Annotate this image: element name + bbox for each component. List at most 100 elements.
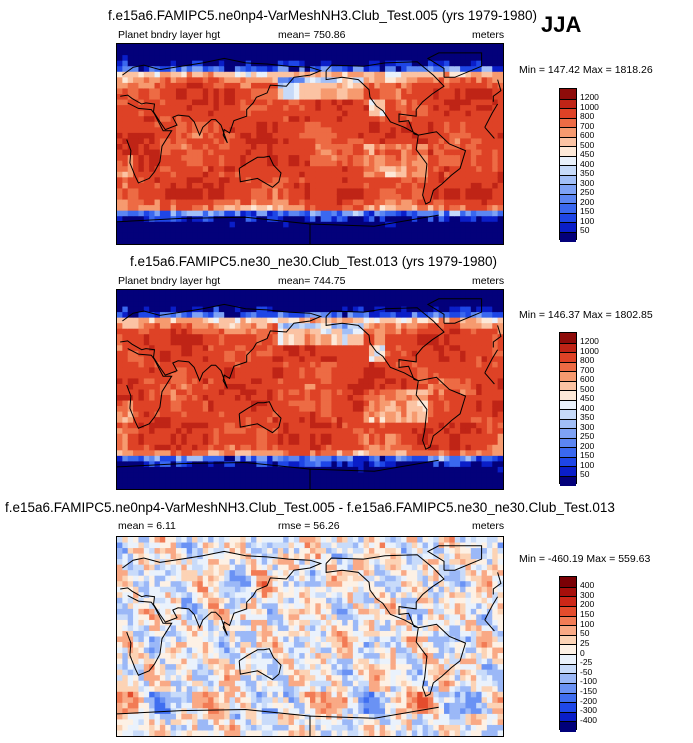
field-cell bbox=[133, 177, 140, 184]
field-cell bbox=[138, 160, 145, 167]
field-cell bbox=[395, 417, 402, 424]
field-cell bbox=[181, 389, 188, 396]
field-cell bbox=[165, 455, 172, 462]
field-cell bbox=[277, 439, 284, 446]
field-cell bbox=[417, 88, 424, 95]
field-cell bbox=[395, 433, 402, 440]
field-cell bbox=[251, 417, 257, 424]
field-cell bbox=[385, 439, 392, 446]
field-cell bbox=[159, 138, 166, 145]
field-cell bbox=[261, 439, 268, 446]
field-cell bbox=[460, 367, 467, 374]
field-cell bbox=[465, 94, 472, 101]
field-cell bbox=[385, 44, 392, 51]
field-cell bbox=[374, 44, 381, 51]
field-cell bbox=[417, 227, 424, 234]
field-cell bbox=[283, 395, 290, 402]
field-cell bbox=[293, 317, 300, 324]
field-cell bbox=[143, 361, 150, 368]
field-cell bbox=[470, 60, 477, 67]
field-cell bbox=[374, 295, 381, 302]
field-cell bbox=[476, 88, 483, 95]
field-cell bbox=[175, 334, 182, 341]
field-cell bbox=[267, 88, 274, 95]
field-cell bbox=[326, 177, 333, 184]
field-cell bbox=[374, 149, 381, 156]
field-cell bbox=[272, 127, 279, 134]
field-cell bbox=[245, 205, 252, 212]
field-cell bbox=[390, 389, 397, 396]
field-cell bbox=[411, 378, 418, 385]
field-cell bbox=[277, 49, 284, 56]
colorbar-tick bbox=[560, 136, 576, 138]
field-cell bbox=[331, 422, 338, 429]
field-cell bbox=[368, 188, 375, 195]
field-cell bbox=[444, 132, 450, 140]
field-cell bbox=[379, 160, 386, 167]
field-cell bbox=[127, 166, 134, 173]
field-cell bbox=[154, 160, 161, 167]
field-cell bbox=[261, 290, 268, 297]
field-cell bbox=[460, 345, 467, 352]
field-cell bbox=[197, 466, 204, 474]
field-cell bbox=[390, 312, 397, 319]
field-cell bbox=[363, 350, 370, 357]
field-cell bbox=[208, 378, 215, 385]
field-cell bbox=[417, 105, 424, 112]
field-cell bbox=[433, 227, 440, 234]
field-cell bbox=[138, 71, 145, 78]
field-cell bbox=[181, 110, 188, 117]
field-cell bbox=[218, 149, 225, 156]
field-cell bbox=[417, 428, 424, 435]
field-cell bbox=[368, 88, 375, 95]
field-cell bbox=[449, 400, 456, 407]
field-cell bbox=[422, 160, 429, 167]
field-cell bbox=[197, 155, 204, 162]
field-cell bbox=[208, 389, 215, 396]
field-cell bbox=[133, 422, 140, 429]
field-cell bbox=[304, 99, 311, 106]
field-cell bbox=[460, 221, 467, 228]
field-cell bbox=[347, 149, 354, 156]
field-cell bbox=[197, 44, 204, 51]
field-cell bbox=[454, 350, 461, 357]
field-cell bbox=[320, 210, 327, 217]
field-cell bbox=[395, 232, 402, 240]
field-cell bbox=[427, 350, 434, 357]
field-cell bbox=[379, 295, 386, 302]
field-cell bbox=[277, 389, 284, 396]
field-cell bbox=[406, 295, 413, 302]
field-cell bbox=[192, 116, 199, 123]
field-cell bbox=[165, 439, 172, 446]
field-cell bbox=[326, 149, 333, 156]
field-cell bbox=[133, 466, 140, 474]
field-cell bbox=[326, 171, 333, 178]
field-cell bbox=[385, 461, 392, 468]
field-cell bbox=[234, 339, 241, 346]
field-cell bbox=[326, 400, 333, 407]
field-cell bbox=[470, 105, 477, 112]
field-cell bbox=[256, 116, 263, 123]
field-cell bbox=[224, 455, 231, 462]
field-cell bbox=[234, 232, 241, 240]
field-cell bbox=[175, 199, 182, 206]
field-cell bbox=[117, 350, 123, 357]
field-cell bbox=[240, 295, 247, 302]
field-cell bbox=[197, 378, 204, 385]
field-cell bbox=[449, 116, 456, 123]
field-cell bbox=[159, 166, 166, 173]
field-cell bbox=[358, 317, 365, 324]
field-cell bbox=[347, 406, 354, 413]
field-cell bbox=[460, 433, 467, 440]
field-cell bbox=[336, 411, 343, 418]
field-cell bbox=[342, 378, 349, 385]
field-cell bbox=[395, 44, 402, 51]
field-cell bbox=[202, 433, 209, 440]
field-cell bbox=[181, 406, 188, 413]
field-cell bbox=[192, 105, 199, 112]
field-cell bbox=[117, 455, 123, 462]
field-cell bbox=[117, 132, 123, 140]
field-cell bbox=[401, 88, 408, 95]
field-cell bbox=[133, 328, 140, 335]
field-cell bbox=[422, 121, 429, 128]
